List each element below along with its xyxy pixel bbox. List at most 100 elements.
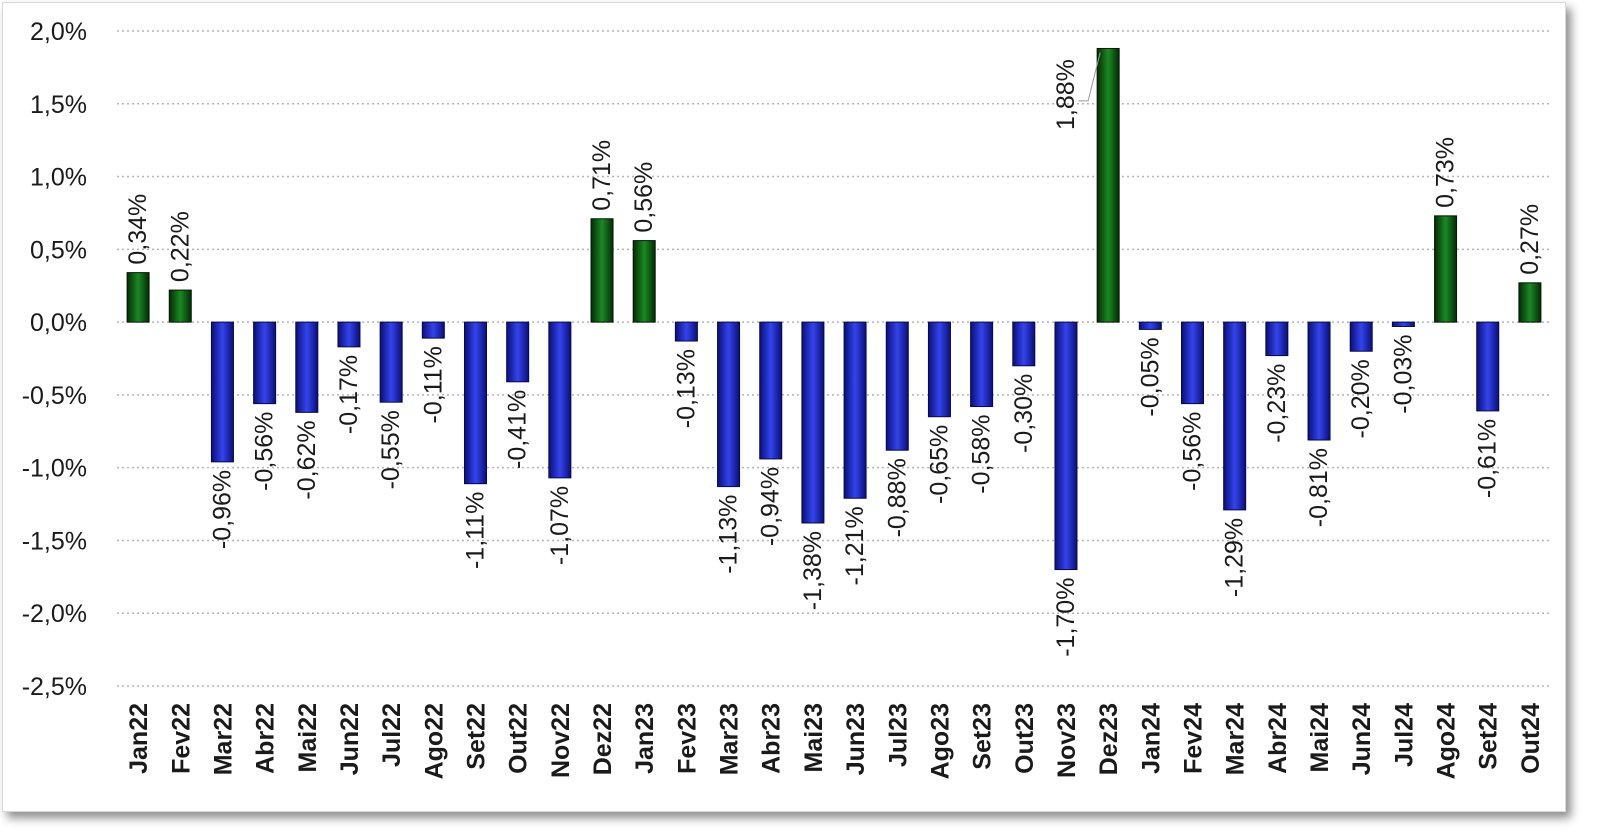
x-tick-label: Jan22	[125, 703, 153, 774]
x-axis-ticks: Jan22 Fev22 Mar22 Abr22 Mai22 Jun22 Jul22 Ago22…	[125, 703, 1545, 780]
x-tick-label: Jul24	[1390, 703, 1418, 767]
data-label: -1,29%	[1221, 518, 1249, 597]
data-label: -0,30%	[1010, 374, 1038, 453]
data-label: 0,73%	[1432, 137, 1460, 208]
y-tick-label: -2,5%	[22, 673, 87, 701]
x-tick-label: Ago22	[420, 703, 448, 779]
data-label: -0,41%	[504, 390, 532, 469]
bar-Mai22	[295, 321, 319, 413]
bar-Jan22	[126, 272, 150, 323]
x-tick-label: Set24	[1475, 703, 1503, 770]
data-label: -0,94%	[757, 467, 785, 546]
bar-Fev24	[1181, 321, 1204, 405]
data-label: -1,07%	[546, 486, 574, 565]
x-tick-label: Dez22	[589, 703, 617, 775]
bar-Out23	[1012, 321, 1036, 367]
bar-Jan23	[632, 240, 656, 323]
data-label: -1,11%	[462, 492, 490, 569]
data-label: -1,21%	[841, 506, 869, 585]
data-label: 0,27%	[1516, 204, 1544, 275]
x-tick-label: Jun23	[842, 703, 870, 775]
y-tick-label: 2,0%	[30, 18, 87, 46]
data-label: -0,20%	[1347, 359, 1375, 438]
data-label: -0,61%	[1474, 419, 1502, 498]
x-tick-label: Out24	[1517, 703, 1545, 774]
data-label: -0,11%	[419, 346, 447, 423]
bar-Jul23	[885, 321, 909, 451]
bar-Fev23	[674, 321, 698, 342]
x-tick-label: Fev23	[673, 703, 701, 774]
x-tick-label: Dez23	[1095, 703, 1123, 775]
y-axis-ticks: 2,0% 1,5% 1,0% 0,5% 0,0% -0,5% -1,0% -1,5% -2,0%…	[22, 18, 87, 701]
x-tick-label: Mar22	[209, 703, 237, 775]
x-tick-label: Abr23	[758, 703, 786, 774]
data-label: -1,13%	[715, 495, 743, 574]
y-tick-label: -0,5%	[22, 382, 87, 410]
leader-line	[1078, 52, 1101, 102]
data-label: -1,70%	[1052, 578, 1080, 657]
bar-Jul24	[1391, 321, 1415, 327]
data-label: 0,34%	[124, 194, 152, 265]
bar-Abr23	[759, 321, 783, 460]
x-tick-label: Fev24	[1180, 703, 1208, 774]
data-label: -0,88%	[883, 458, 911, 537]
bar-Mar22	[210, 321, 234, 463]
x-tick-label: Abr24	[1264, 703, 1292, 774]
x-tick-label: Ago23	[926, 703, 954, 779]
data-label: -0,13%	[672, 349, 700, 428]
data-label: -0,03%	[1389, 334, 1417, 413]
x-tick-label: Nov22	[547, 703, 575, 778]
data-label: -0,23%	[1263, 364, 1291, 443]
y-tick-label: -1,5%	[22, 527, 87, 555]
y-tick-label: 0,0%	[30, 309, 87, 337]
bar-Ago24	[1434, 215, 1458, 323]
bar-Abr24	[1265, 321, 1289, 357]
data-label: -0,56%	[251, 412, 279, 491]
bar-Mai23	[801, 321, 825, 524]
bar-Jun23	[843, 321, 867, 499]
data-label: 0,71%	[588, 140, 616, 211]
x-tick-label: Nov23	[1053, 703, 1081, 778]
data-label: -0,58%	[968, 415, 996, 494]
data-label: -0,81%	[1305, 448, 1333, 527]
x-tick-label: Set22	[463, 703, 491, 770]
bar-chart: 2,0% 1,5% 1,0% 0,5% 0,0% -0,5% -1,0% -1,5% -2,0%…	[22, 18, 1551, 780]
x-tick-label: Fev22	[167, 703, 195, 774]
bar-Mai24	[1307, 321, 1331, 441]
x-tick-label: Jun24	[1348, 703, 1376, 775]
bars	[126, 47, 1542, 571]
bar-Abr22	[253, 321, 277, 405]
x-tick-label: Jan23	[631, 703, 659, 774]
data-label: 0,56%	[630, 162, 658, 233]
y-tick-label: 0,5%	[30, 236, 87, 264]
y-tick-label: 1,0%	[30, 164, 87, 192]
data-label: 1,88%	[1052, 59, 1080, 130]
bar-Set22	[464, 321, 487, 485]
bar-Jun22	[337, 321, 361, 348]
y-tick-label: -2,0%	[22, 600, 87, 628]
data-label: -0,05%	[1136, 337, 1164, 416]
data-label: -0,62%	[293, 420, 321, 499]
data-label: -0,96%	[208, 470, 236, 549]
bar-Jul22	[379, 321, 403, 403]
data-label: -0,17%	[335, 355, 363, 434]
x-tick-label: Jul22	[378, 703, 406, 767]
x-tick-label: Jun22	[336, 703, 364, 775]
x-tick-label: Out23	[1011, 703, 1039, 774]
bar-Dez23	[1096, 47, 1120, 323]
bar-Dez22	[590, 218, 614, 323]
bar-Nov22	[548, 321, 572, 479]
data-label: -0,65%	[925, 425, 953, 504]
data-label: -0,56%	[1179, 412, 1207, 491]
bar-Set23	[970, 321, 994, 408]
bar-Mar23	[717, 321, 741, 488]
bar-Set24	[1476, 321, 1500, 412]
bar-Nov23	[1054, 321, 1078, 571]
bar-Fev22	[168, 289, 192, 323]
data-label: -1,38%	[799, 531, 827, 610]
x-tick-label: Jul23	[884, 703, 912, 767]
bar-Out24	[1518, 282, 1542, 323]
bar-Jan24	[1138, 321, 1162, 330]
x-tick-label: Mar23	[716, 703, 744, 775]
x-tick-label: Mar24	[1222, 703, 1250, 775]
